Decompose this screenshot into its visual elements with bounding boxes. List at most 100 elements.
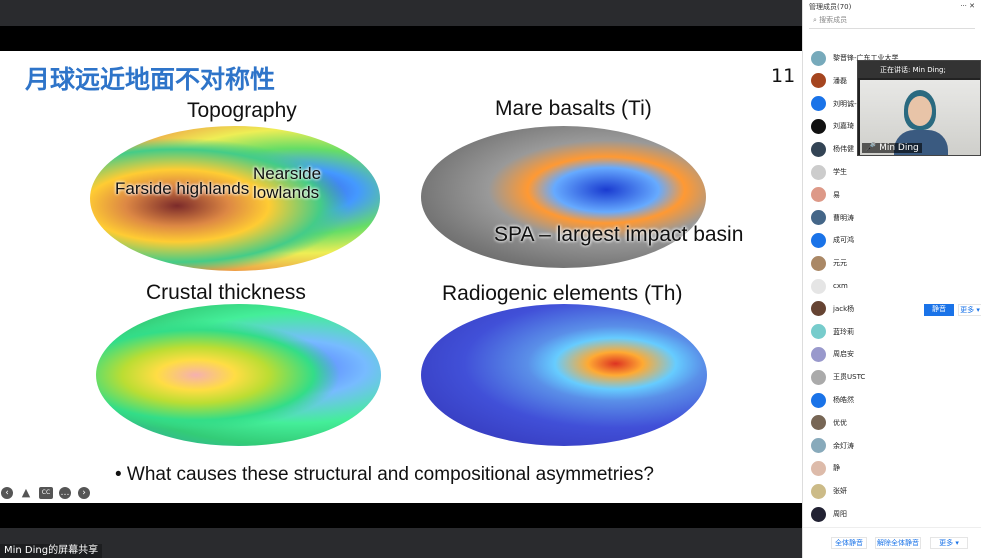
avatar <box>811 187 826 203</box>
member-name: 刘明诚-开 <box>833 99 864 108</box>
label-farside: Farside highlands <box>115 179 250 198</box>
avatar <box>811 392 826 408</box>
unmute-all-button[interactable]: 解除全体静音 <box>875 537 921 549</box>
crustal-map <box>96 304 381 446</box>
member-item[interactable]: 杨皓然 <box>811 389 854 411</box>
avatar <box>811 301 826 317</box>
avatar <box>811 506 826 522</box>
member-item[interactable]: 刘嘉琦 <box>811 115 854 137</box>
member-name: 易 <box>833 190 840 199</box>
row-action-button[interactable]: 静音 <box>924 304 954 316</box>
member-item[interactable]: 优优 <box>811 412 847 434</box>
search-input[interactable]: ⌕ 搜索成员 <box>809 15 975 29</box>
cc-icon[interactable]: CC <box>39 487 53 499</box>
avatar <box>811 483 826 499</box>
member-name: 余灯涛 <box>833 441 854 450</box>
member-item[interactable]: jack杨 <box>811 298 854 320</box>
close-icon[interactable]: ··· ✕ <box>960 2 975 10</box>
member-item[interactable]: 周阳 <box>811 503 847 525</box>
member-item[interactable]: 杨伟健 <box>811 138 854 160</box>
radiogenic-map <box>421 304 707 446</box>
letterbox-top <box>0 26 802 51</box>
member-name: 黎晋锋-广东工业大学 <box>833 54 899 62</box>
speaking-label: 正在讲话: Min Ding; <box>858 61 980 78</box>
member-name: 静 <box>833 464 840 473</box>
member-name: 杨伟健 <box>833 145 854 154</box>
member-item[interactable]: 黎晋锋-广东工业大学 <box>811 47 899 69</box>
avatar <box>811 438 826 454</box>
member-name: 王贯USTC <box>833 373 866 382</box>
label-nearside: Nearside lowlands <box>253 164 322 202</box>
member-name: 曹明涛 <box>833 213 854 222</box>
member-item[interactable]: 潘磊 <box>811 70 847 92</box>
member-name: 周启安 <box>833 350 854 359</box>
member-item[interactable]: cxm <box>811 275 848 297</box>
row-more-button[interactable]: 更多 ▾ <box>958 304 981 316</box>
avatar <box>811 346 826 362</box>
avatar <box>811 415 826 431</box>
avatar <box>811 278 826 294</box>
member-item[interactable]: 余灯涛 <box>811 435 854 457</box>
avatar <box>811 141 826 157</box>
slide-title: 月球远近地面不对称性 <box>25 65 276 94</box>
member-name: 杨皓然 <box>833 396 854 404</box>
panel-title: 管理成员(70) <box>809 3 852 11</box>
avatar <box>811 118 826 134</box>
avatar <box>811 164 826 180</box>
member-item[interactable]: 曹明涛 <box>811 207 854 229</box>
prev-icon[interactable]: ‹ <box>1 487 13 499</box>
member-item[interactable]: 静 <box>811 457 840 479</box>
avatar <box>811 210 826 226</box>
member-item[interactable]: 张妍 <box>811 480 847 502</box>
speaker-video[interactable]: 正在讲话: Min Ding; 🎤 Min Ding <box>857 60 981 156</box>
member-name: 蓝玲莉 <box>833 327 854 336</box>
search-placeholder: 搜索成员 <box>819 16 848 24</box>
caption-crustal: Crustal thickness <box>146 281 306 304</box>
avatar <box>811 324 826 340</box>
mute-all-button[interactable]: 全体静音 <box>831 537 867 549</box>
more-icon[interactable]: … <box>59 487 71 499</box>
member-name: 刘嘉琦 <box>833 122 854 131</box>
member-item[interactable]: 刘明诚-开 <box>811 93 864 115</box>
caption-radiogenic: Radiogenic elements (Th) <box>442 282 683 305</box>
next-icon[interactable]: › <box>78 487 90 499</box>
caption-mare: Mare basalts (Ti) <box>495 97 652 120</box>
member-name: 张妍 <box>833 487 847 496</box>
member-item[interactable]: 元元 <box>811 252 847 274</box>
member-name: 周阳 <box>833 510 847 518</box>
avatar <box>811 50 826 66</box>
more-button[interactable]: 更多 ▾ <box>930 537 968 549</box>
member-item[interactable]: 蓝玲莉 <box>811 321 854 343</box>
letterbox-bottom <box>0 503 802 528</box>
top-bar <box>0 0 802 26</box>
label-spa: SPA – largest impact basin <box>494 223 744 246</box>
page-number: 11 <box>771 65 796 87</box>
avatar <box>811 232 826 248</box>
member-item[interactable]: 成可鸿 <box>811 229 854 251</box>
member-name: 学生 <box>833 168 847 176</box>
screen-share-label: Min Ding的屏幕共享 <box>0 544 103 558</box>
avatar <box>811 255 826 271</box>
avatar <box>811 369 826 385</box>
mare-map <box>421 126 706 268</box>
avatar <box>811 96 826 112</box>
bullet-text: • What causes these structural and compo… <box>115 464 654 485</box>
member-name: 元元 <box>833 259 847 268</box>
pen-icon[interactable]: ▲ <box>21 486 31 499</box>
topography-map <box>90 126 380 271</box>
member-item[interactable]: 周启安 <box>811 343 854 365</box>
member-name: cxm <box>833 282 848 290</box>
video-feed: 🎤 Min Ding <box>860 80 980 155</box>
member-name: 潘磊 <box>833 76 847 85</box>
member-item[interactable]: 王贯USTC <box>811 366 865 388</box>
caption-topography: Topography <box>187 99 297 122</box>
avatar <box>811 460 826 476</box>
shared-slide: 月球远近地面不对称性 11 Topography Mare basalts (T… <box>0 51 802 503</box>
avatar <box>811 73 826 89</box>
member-item[interactable]: 学生 <box>811 161 847 183</box>
member-name: jack杨 <box>833 304 855 313</box>
bottom-bar <box>0 528 802 558</box>
member-name: 优优 <box>833 418 847 427</box>
video-name: 🎤 Min Ding <box>862 143 922 153</box>
member-item[interactable]: 易 <box>811 184 840 206</box>
